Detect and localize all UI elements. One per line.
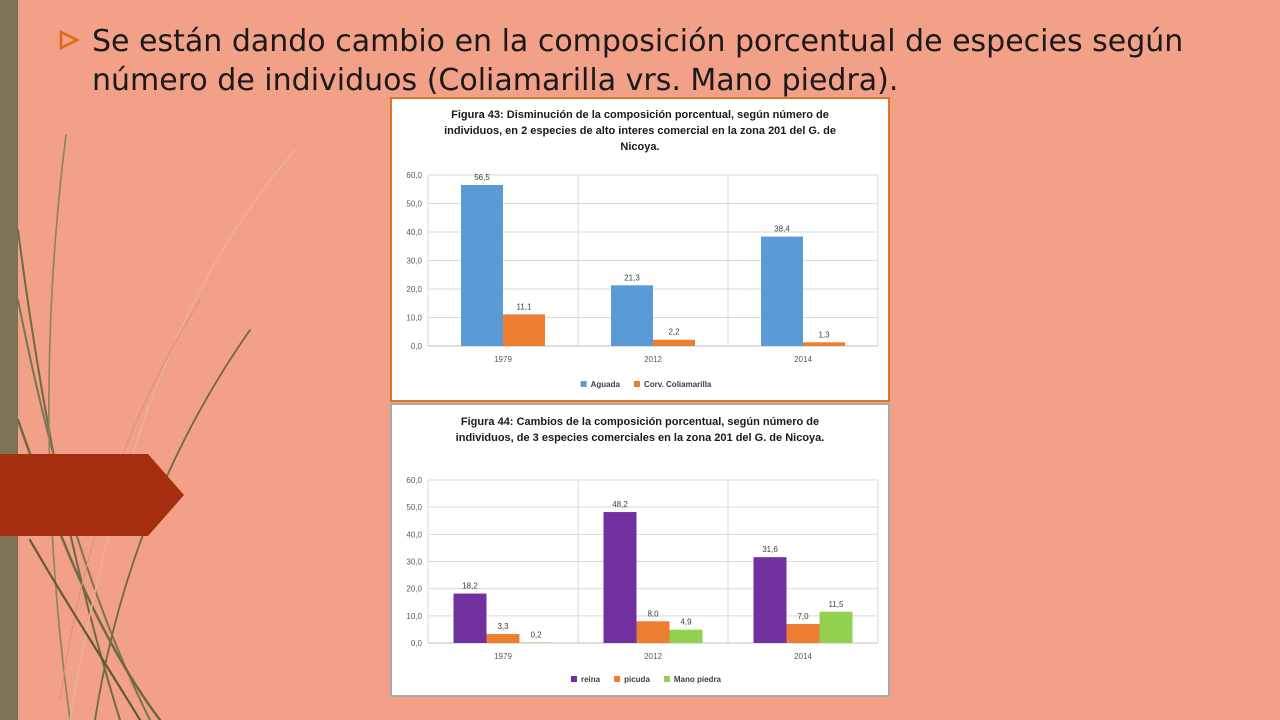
bullet-point: Se están dando cambio en la composición … — [58, 22, 1238, 100]
y-tick-label: 40,0 — [406, 228, 422, 237]
bar-picuda — [486, 634, 520, 643]
bar-reina — [603, 512, 637, 643]
data-label: 48,2 — [612, 500, 628, 509]
bar-mano-piedra — [519, 642, 553, 643]
y-tick-label: 10,0 — [406, 612, 422, 621]
bar-picuda — [786, 623, 820, 643]
y-tick-label: 30,0 — [406, 558, 422, 567]
legend-label: picuda — [624, 675, 650, 684]
data-label: 1,3 — [818, 330, 830, 339]
data-label: 8,0 — [647, 609, 659, 618]
x-tick-label: 1979 — [494, 652, 512, 661]
data-label: 11,5 — [829, 600, 845, 609]
y-tick-label: 10,0 — [406, 314, 422, 323]
x-tick-label: 2012 — [644, 355, 662, 364]
legend-label: Aguada — [591, 380, 621, 389]
data-label: 0,2 — [530, 630, 542, 639]
y-tick-label: 50,0 — [406, 200, 422, 209]
chart-figura-43: Figura 43: Disminución de la composición… — [390, 97, 890, 402]
data-label: 2,2 — [668, 328, 680, 337]
x-tick-label: 1979 — [494, 355, 512, 364]
data-label: 31,6 — [762, 545, 778, 554]
y-tick-label: 0,0 — [411, 342, 423, 351]
bar-reina — [753, 557, 787, 643]
arrow-bullet-icon — [59, 29, 80, 51]
legend-label: reina — [581, 675, 601, 684]
bar-picuda — [636, 621, 670, 643]
y-tick-label: 30,0 — [406, 257, 422, 266]
data-label: 38,4 — [774, 225, 790, 234]
legend-label: Corv. Coliamarilla — [644, 380, 712, 389]
legend-swatch — [614, 676, 621, 682]
x-tick-label: 2012 — [644, 652, 662, 661]
data-label: 21,3 — [624, 273, 640, 282]
bar-corv-coliamarilla — [653, 339, 695, 346]
bar-aguada — [611, 285, 653, 346]
x-tick-label: 2014 — [794, 355, 812, 364]
chart-title: Figura 43: Disminución de la composición… — [444, 109, 836, 153]
data-label: 11,1 — [517, 302, 533, 311]
bar-aguada — [761, 236, 803, 346]
section-tab-arrow — [0, 454, 184, 536]
legend-swatch — [580, 381, 587, 387]
legend-swatch — [663, 676, 670, 682]
y-tick-label: 60,0 — [406, 171, 422, 180]
chart-plot-figura-44: 0,0 10,0 20,0 30,0 40,0 50,0 60,0 18,2 3,3 0,2 197… — [406, 476, 879, 684]
data-label: 7,0 — [797, 612, 809, 621]
y-tick-label: 60,0 — [406, 476, 422, 485]
decorative-grass-lines — [16, 134, 296, 720]
bullet-text: Se están dando cambio en la composición … — [92, 24, 1184, 98]
legend-swatch — [570, 676, 577, 682]
chart-title: Figura 44: Cambios de la composición por… — [455, 416, 825, 444]
bar-corv-coliamarilla — [503, 314, 545, 346]
left-accent-bar — [0, 0, 18, 720]
y-tick-label: 20,0 — [406, 585, 422, 594]
y-tick-label: 0,0 — [411, 639, 423, 648]
bar-mano-piedra — [819, 611, 853, 643]
y-tick-label: 50,0 — [406, 503, 422, 512]
bar-aguada — [461, 184, 503, 346]
legend-swatch — [633, 381, 640, 387]
legend-label: Mano piedra — [674, 675, 722, 684]
bar-mano-piedra — [669, 629, 703, 643]
data-label: 4,9 — [680, 618, 692, 627]
y-tick-label: 20,0 — [406, 285, 422, 294]
data-label: 3,3 — [497, 622, 509, 631]
bar-reina — [453, 593, 487, 643]
data-label: 18,2 — [462, 582, 478, 591]
data-label: 56,5 — [474, 173, 490, 182]
y-tick-label: 40,0 — [406, 530, 422, 539]
chart-figura-44: Figura 44: Cambios de la composición por… — [390, 403, 890, 697]
chart-plot-figura-43: 0,0 10,0 20,0 30,0 40,0 50,0 60,0 56,5 11,1 1979 2… — [406, 171, 879, 389]
x-tick-label: 2014 — [794, 652, 812, 661]
bar-corv-coliamarilla — [803, 342, 845, 346]
